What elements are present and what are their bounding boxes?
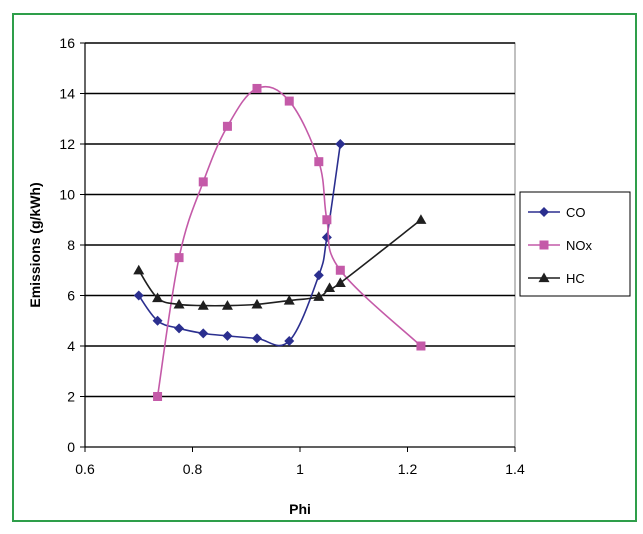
x-axis-title: Phi	[289, 501, 311, 517]
data-point-nox	[314, 157, 324, 167]
data-point-hc	[324, 282, 336, 293]
legend-label-co: CO	[566, 205, 586, 220]
data-point-nox	[222, 121, 232, 131]
legend-label-hc: HC	[566, 271, 585, 286]
data-point-nox	[284, 96, 294, 106]
axes: 0 2 4 6 8 10 12 14 16 0.6 0.8 1 1.2 1.4	[59, 35, 525, 477]
data-point-nox	[252, 83, 262, 93]
series-line-nox	[156, 85, 422, 397]
y-tick-label: 14	[59, 86, 75, 102]
legend-marker-hc	[538, 272, 550, 283]
y-tick-label: 4	[67, 338, 75, 354]
series-line-co	[138, 143, 342, 347]
y-axis-title: Emissions (g/kWh)	[27, 182, 43, 307]
data-point-nox	[174, 253, 184, 263]
data-point-hc	[197, 300, 209, 310]
data-point-hc	[152, 292, 164, 303]
data-point-co	[284, 335, 295, 346]
y-tick-label: 10	[59, 187, 75, 203]
legend: CO NOx HC	[519, 191, 631, 297]
data-point-co	[321, 232, 332, 243]
data-point-co	[133, 290, 144, 301]
y-tick-label: 0	[67, 439, 75, 455]
x-tick-label: 1.2	[398, 461, 418, 477]
data-point-nox	[416, 341, 426, 351]
series-layer	[133, 83, 427, 401]
data-point-hc	[415, 214, 427, 224]
x-tick-label: 1	[296, 461, 304, 477]
legend-marker-co	[539, 207, 549, 217]
data-point-nox	[322, 215, 332, 225]
y-tick-label: 8	[67, 237, 75, 253]
data-point-co	[174, 323, 185, 334]
data-point-nox	[153, 392, 163, 401]
data-point-co	[252, 333, 262, 344]
data-point-co	[152, 315, 163, 326]
data-point-hc	[334, 277, 346, 287]
y-tick-label: 12	[59, 136, 75, 152]
grid-lines	[85, 42, 515, 398]
x-tick-label: 0.8	[183, 461, 203, 477]
data-point-hc	[173, 298, 185, 309]
x-tick-label: 1.4	[505, 461, 525, 477]
data-point-nox	[335, 265, 345, 275]
data-point-hc	[133, 264, 145, 275]
y-tick-label: 2	[67, 389, 75, 405]
data-point-co	[335, 139, 346, 149]
data-point-co	[198, 328, 209, 339]
x-tick-label: 0.6	[75, 461, 95, 477]
data-point-hc	[221, 300, 233, 310]
data-point-hc	[283, 295, 295, 305]
data-point-hc	[313, 291, 325, 301]
data-point-hc	[251, 298, 263, 309]
y-tick-label: 6	[67, 288, 75, 304]
legend-label-nox: NOx	[566, 238, 593, 253]
data-point-co	[313, 270, 324, 281]
y-tick-label: 16	[59, 35, 75, 51]
data-point-co	[222, 330, 233, 341]
legend-marker-nox	[539, 240, 549, 250]
data-point-nox	[198, 177, 208, 187]
